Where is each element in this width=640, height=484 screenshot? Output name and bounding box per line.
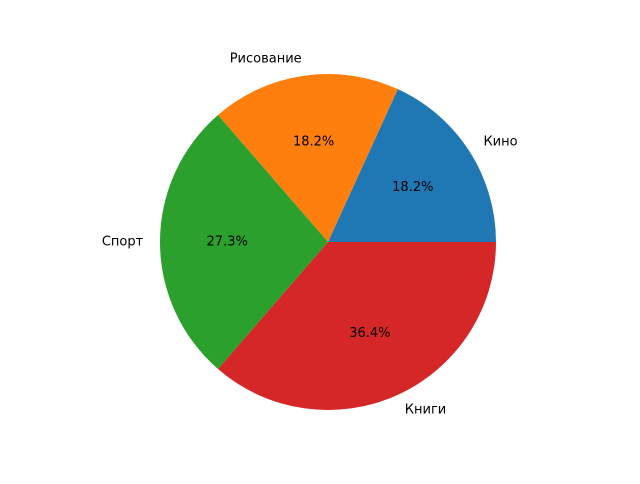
slice-label-2: Спорт xyxy=(102,235,144,250)
slice-percent-label-3: 36.4% xyxy=(349,326,390,341)
pie-slice-2 xyxy=(159,115,328,369)
pie-slice-1 xyxy=(217,73,398,242)
slice-percent-label-0: 18.2% xyxy=(392,180,433,195)
slice-percent-label-1: 18.2% xyxy=(293,135,334,150)
slice-percent-label-2: 27.3% xyxy=(207,235,248,250)
pie-labels: Кино 18.2% Рисование 18.2% Спорт 27.3% Книги 36… xyxy=(102,52,518,418)
slice-label-3: Книги xyxy=(405,403,446,418)
slice-label-1: Рисование xyxy=(230,52,302,67)
pie-slice-3 xyxy=(217,242,497,411)
pie-slice-0 xyxy=(328,89,496,243)
pie-slices xyxy=(159,73,497,411)
slice-label-0: Кино xyxy=(483,135,517,150)
